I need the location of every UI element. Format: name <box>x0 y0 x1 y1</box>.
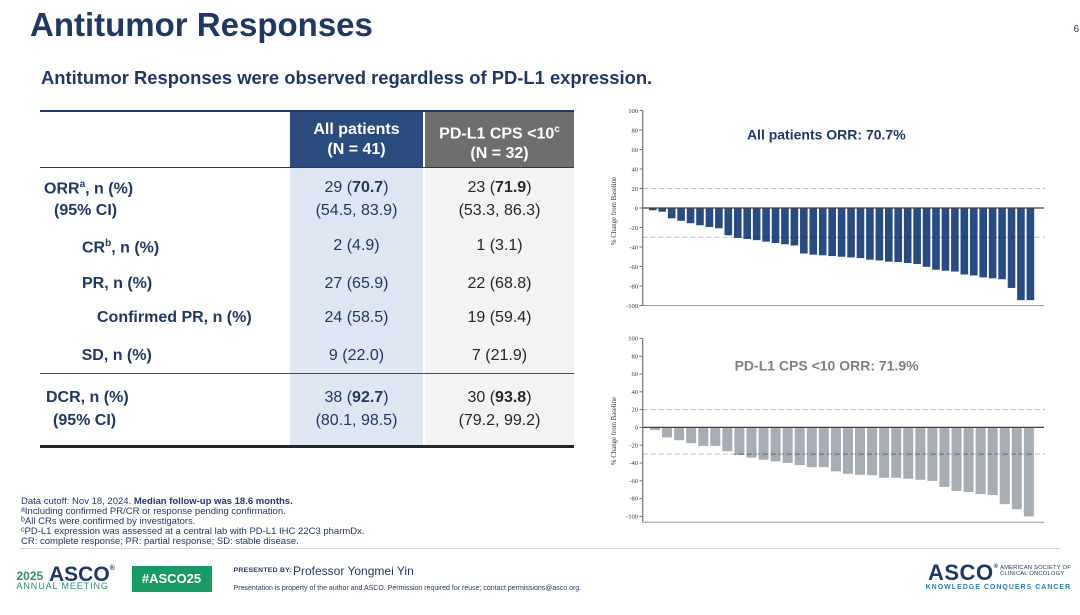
svg-text:0: 0 <box>635 205 638 212</box>
svg-text:40: 40 <box>632 166 639 173</box>
svg-text:20: 20 <box>632 407 639 414</box>
svg-text:60: 60 <box>632 371 639 378</box>
svg-text:100: 100 <box>628 336 638 343</box>
svg-text:60: 60 <box>632 147 639 154</box>
svg-text:-40: -40 <box>629 244 638 251</box>
svg-text:-100: -100 <box>626 303 638 310</box>
svg-text:% Change from Baseline: % Change from Baseline <box>611 177 618 245</box>
svg-text:-60: -60 <box>629 478 638 485</box>
svg-text:-100: -100 <box>626 514 638 521</box>
svg-text:% Change from Baseline: % Change from Baseline <box>611 397 618 465</box>
svg-text:-20: -20 <box>629 442 638 449</box>
svg-text:-80: -80 <box>629 496 638 503</box>
svg-text:20: 20 <box>632 186 639 193</box>
svg-text:0: 0 <box>635 425 638 432</box>
svg-text:-80: -80 <box>629 283 638 290</box>
svg-text:40: 40 <box>632 389 639 396</box>
svg-text:80: 80 <box>632 127 639 134</box>
svg-text:-20: -20 <box>629 225 638 232</box>
svg-text:All patients ORR: 70.7%: All patients ORR: 70.7% <box>747 126 906 142</box>
svg-text:-60: -60 <box>629 264 638 271</box>
svg-text:100: 100 <box>628 108 638 115</box>
svg-text:PD-L1 CPS <10 ORR: 71.9%: PD-L1 CPS <10 ORR: 71.9% <box>735 358 920 374</box>
svg-text:80: 80 <box>632 353 639 360</box>
svg-text:-40: -40 <box>629 460 638 467</box>
